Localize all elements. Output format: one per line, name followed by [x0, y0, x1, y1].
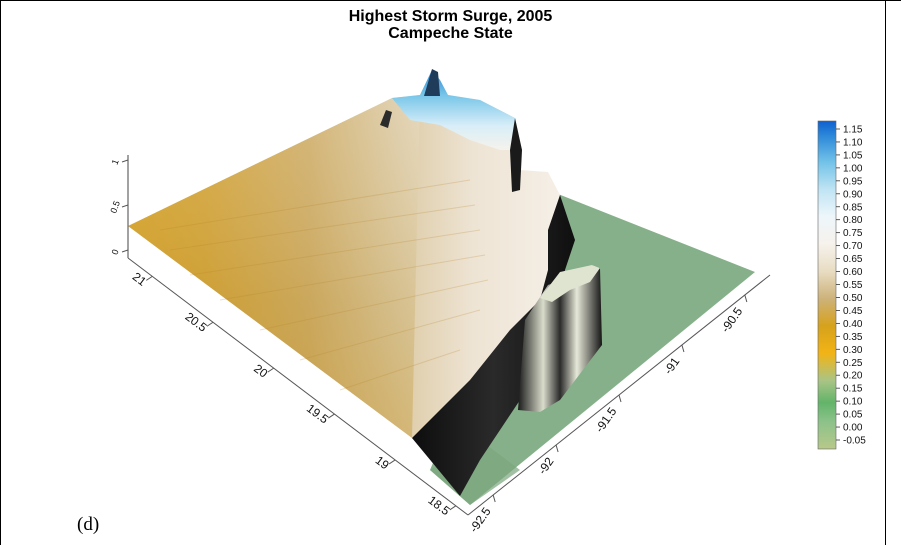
x-tick-label: -92: [535, 454, 557, 477]
surge-peak-right: [510, 118, 522, 192]
y-tick-label: 20: [251, 361, 270, 380]
y-tick-mark: [449, 505, 457, 511]
x-tick-mark: [681, 344, 685, 353]
y-tick-mark: [267, 367, 274, 373]
y-tick-label: 19: [373, 453, 392, 472]
panel-label: (d): [77, 514, 100, 535]
y-tick-label: 21: [130, 270, 149, 289]
colorbar-ticks: 1.151.10 1.05 1.00 0.95 0.90 0.85 0.80 0.75 0.70…: [836, 125, 866, 447]
colorbar-tick-label: 0.15: [843, 384, 863, 395]
x-tick-mark: [492, 494, 496, 503]
y-tick-label: 19.5: [304, 401, 331, 426]
colorbar-tick-label: 1.15: [843, 125, 863, 136]
x-tick-mark: [744, 294, 748, 303]
colorbar-tick-label: 0.50: [843, 293, 863, 304]
chart-title: Highest Storm Surge, 2005: [348, 8, 553, 25]
x-tick-mark: [618, 394, 622, 403]
y-tick-label: 18.5: [425, 493, 452, 518]
colorbar-tick-label: 0.75: [843, 228, 863, 239]
z-axis-ticks: 00.51: [108, 158, 129, 256]
z-tick-mark: [121, 249, 129, 253]
z-tick-label: 0: [110, 248, 121, 256]
z-tick-mark: [121, 159, 129, 163]
colorbar-tick-label: 0.65: [843, 254, 863, 265]
colorbar: 1.151.10 1.05 1.00 0.95 0.90 0.85 0.80 0.75 0.70…: [817, 120, 866, 450]
colorbar-tick-label: 0.30: [843, 345, 863, 356]
colorbar-tick-label: 1.05: [843, 150, 863, 161]
x-tick-label: -91.5: [592, 404, 619, 435]
y-tick-mark: [206, 321, 214, 327]
colorbar-tick-label: 1.00: [843, 163, 863, 174]
colorbar-tick-label: 0.55: [843, 280, 863, 291]
colorbar-tick-label: 0.35: [843, 332, 863, 343]
surge-secondary-bump: [380, 110, 392, 128]
colorbar-tick-label: 0.90: [843, 189, 863, 200]
colorbar-tick-label: 0.60: [843, 267, 863, 278]
z-tick-label: 1: [110, 158, 121, 166]
y-tick-label: 20.5: [183, 309, 210, 334]
x-tick-label: -91: [661, 354, 683, 377]
colorbar-tick-label: 1.10: [843, 137, 863, 148]
land-surface-shade: [128, 95, 420, 438]
x-tick-mark: [555, 444, 559, 453]
x-tick-label: -90.5: [718, 304, 745, 335]
water-plane-shadow: [430, 440, 520, 505]
colorbar-tick-label: -0.05: [843, 436, 866, 447]
colorbar-gradient: [817, 120, 837, 450]
colorbar-tick-label: 0.10: [843, 397, 863, 408]
surge-peak: [392, 70, 522, 150]
colorbar-tick-label: 0.40: [843, 319, 863, 330]
ridge-structure: [518, 265, 602, 412]
y-axis-line: [127, 257, 469, 516]
z-tick-label: 0.5: [108, 199, 122, 214]
surge-peak-spike: [424, 69, 440, 96]
colorbar-tick-label: 0.20: [843, 371, 863, 382]
y-tick-mark: [388, 459, 396, 465]
y-tick-mark: [146, 275, 153, 281]
y-tick-mark: [328, 413, 335, 419]
colorbar-tick-label: 0.45: [843, 306, 863, 317]
colorbar-tick-label: 0.25: [843, 358, 863, 369]
colorbar-tick-label: 0.70: [843, 241, 863, 252]
colorbar-tick-label: 0.05: [843, 410, 863, 421]
chart-subtitle: Campeche State: [388, 25, 513, 42]
ridge-top: [540, 265, 600, 302]
colorbar-tick-label: 0.80: [843, 215, 863, 226]
surface-striations: [159, 179, 489, 391]
colorbar-tick-label: 0.85: [843, 202, 863, 213]
colorbar-tick-label: 0.00: [843, 423, 863, 434]
colorbar-tick-label: 0.95: [843, 176, 863, 187]
z-tick-mark: [121, 204, 129, 208]
x-tick-label: -92.5: [466, 504, 493, 535]
